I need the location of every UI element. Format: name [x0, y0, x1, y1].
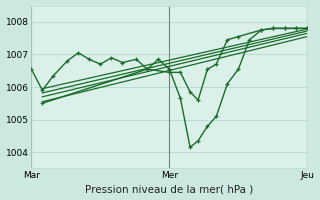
X-axis label: Pression niveau de la mer( hPa ): Pression niveau de la mer( hPa ) — [85, 184, 253, 194]
